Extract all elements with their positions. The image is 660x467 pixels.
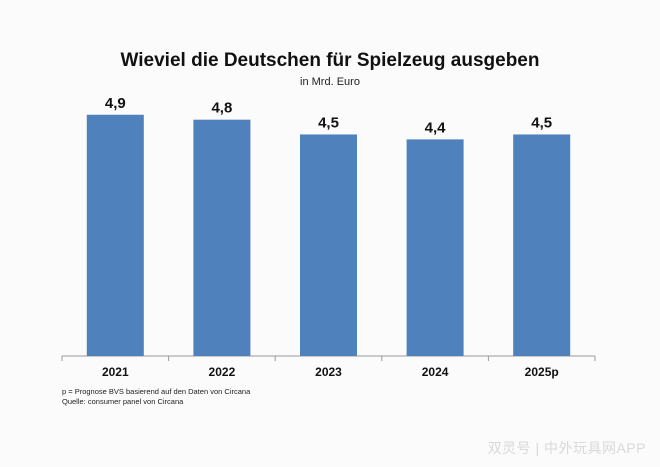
chart-subtitle: in Mrd. Euro bbox=[300, 76, 360, 88]
data-label-2025p: 4,5 bbox=[531, 114, 552, 131]
bar-2023 bbox=[300, 134, 357, 356]
bar-2025p bbox=[513, 134, 571, 356]
bar-2024 bbox=[406, 139, 464, 356]
data-label-2021: 4,9 bbox=[105, 95, 126, 112]
footnotes: p = Prognose BVS basierend auf den Daten… bbox=[62, 387, 250, 407]
data-label-2023: 4,5 bbox=[318, 114, 339, 131]
footnote-prognose: p = Prognose BVS basierend auf den Daten… bbox=[62, 387, 251, 396]
watermark: 双灵号 | 中外玩具网APP bbox=[487, 440, 646, 456]
x-tick-label-2025p: 2025p bbox=[525, 365, 559, 379]
bar-2022 bbox=[193, 119, 251, 356]
x-tick-label-2021: 2021 bbox=[102, 365, 129, 379]
bar-2021 bbox=[86, 114, 144, 357]
x-tick-label-2024: 2024 bbox=[422, 365, 449, 379]
x-tick-label-2022: 2022 bbox=[209, 365, 236, 379]
x-tick-label-2023: 2023 bbox=[315, 365, 342, 379]
data-label-2024: 4,4 bbox=[425, 119, 447, 136]
chart-title: Wieviel die Deutschen für Spielzeug ausg… bbox=[120, 50, 540, 71]
footnote-source: Quelle: consumer panel von Circana bbox=[62, 397, 184, 406]
data-label-2022: 4,8 bbox=[211, 100, 232, 117]
